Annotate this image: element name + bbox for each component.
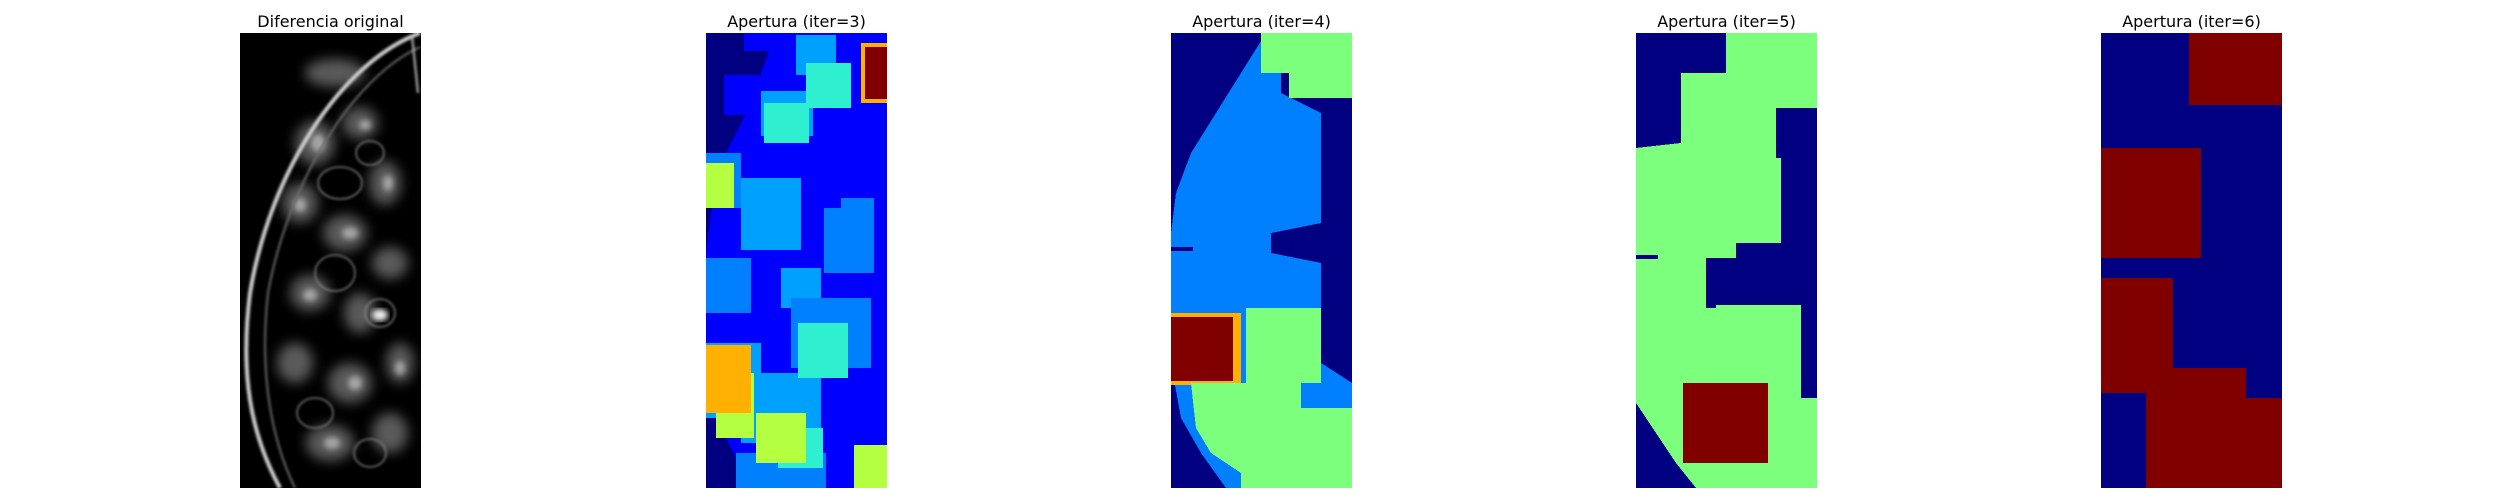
panel-title: Apertura (iter=3) [727, 12, 866, 31]
jet-label-image-iter-6 [2101, 33, 2282, 488]
panel-title: Apertura (iter=4) [1192, 12, 1331, 31]
panel-apertura-iter-3: Apertura (iter=3) [706, 0, 887, 500]
grayscale-image [240, 33, 421, 488]
jet-label-image-iter-5 [1636, 33, 1817, 488]
jet-label-image-iter-3 [706, 33, 887, 488]
panel-apertura-iter-5: Apertura (iter=5) [1636, 0, 1817, 500]
panel-diferencia-original: Diferencia original [240, 0, 421, 500]
panel-title: Apertura (iter=6) [2122, 12, 2261, 31]
panel-title: Apertura (iter=5) [1657, 12, 1796, 31]
panel-title: Diferencia original [257, 12, 404, 31]
panel-apertura-iter-4: Apertura (iter=4) [1171, 0, 1352, 500]
panel-apertura-iter-6: Apertura (iter=6) [2101, 0, 2282, 500]
jet-label-image-iter-4 [1171, 33, 1352, 488]
